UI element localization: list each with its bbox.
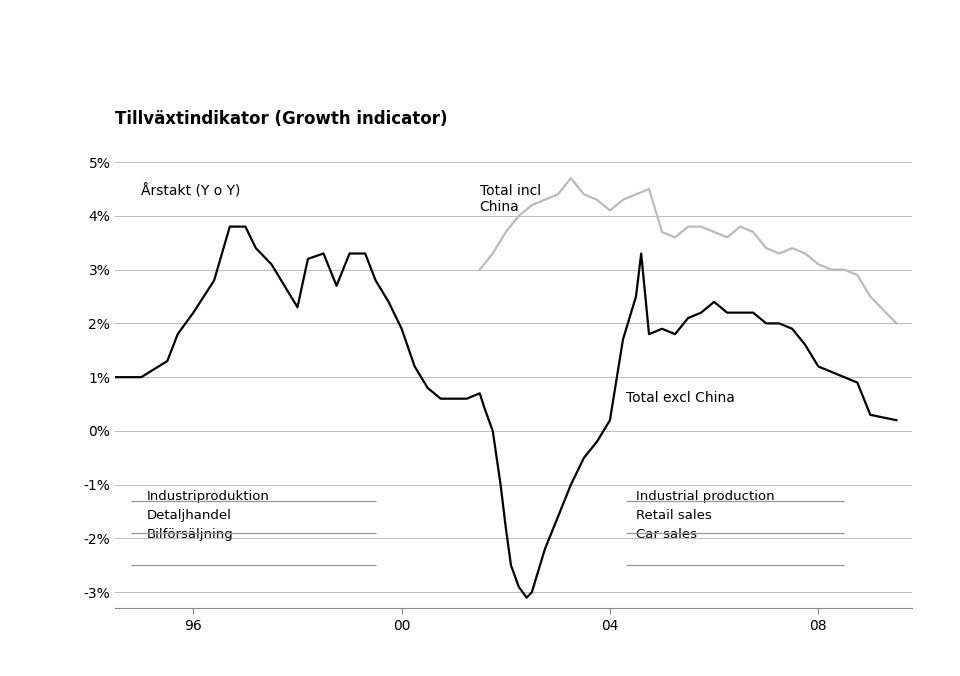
Text: Industriproduktion
Detaljhandel
Bilförsäljning: Industriproduktion Detaljhandel Bilförsä… <box>147 490 270 541</box>
Text: Total incl
China: Total incl China <box>480 184 540 214</box>
Text: Tillväxtindikator (Growth indicator): Tillväxtindikator (Growth indicator) <box>115 110 447 128</box>
Text: Årstakt (Y o Y): Årstakt (Y o Y) <box>141 184 241 198</box>
Text: Total excl China: Total excl China <box>626 391 734 405</box>
Text: Konjunktur: Konjunktur <box>48 38 213 67</box>
Text: Industrial production
Retail sales
Car sales: Industrial production Retail sales Car s… <box>636 490 775 541</box>
